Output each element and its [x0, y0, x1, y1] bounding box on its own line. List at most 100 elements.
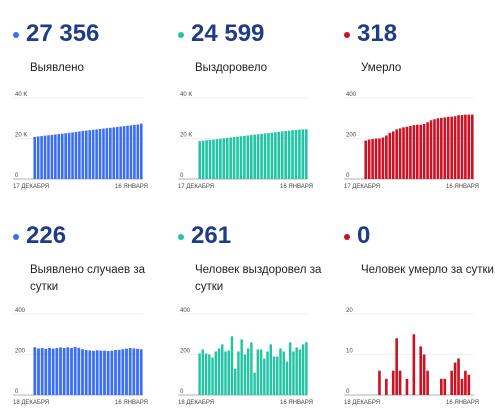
y-tick-label: 400 [180, 308, 191, 314]
bar [217, 348, 221, 395]
bar [256, 134, 260, 179]
bar [412, 334, 416, 395]
bar [371, 139, 374, 179]
bar [457, 115, 460, 179]
bar [419, 346, 423, 395]
bar [402, 127, 405, 179]
y-tick-label: 0 [346, 173, 350, 179]
bar [460, 378, 464, 395]
x-end-label: 16 ЯНВАРЯ [280, 184, 313, 190]
stat-label: Умерло [361, 62, 402, 74]
bar [105, 128, 109, 179]
bar [429, 120, 433, 179]
x-start-label: 18 ДЕКАБРЯ [344, 400, 380, 406]
bar [304, 129, 308, 179]
bar [391, 131, 395, 179]
bar [74, 131, 78, 179]
bar [50, 134, 54, 179]
bar-chart: 0 20 K 40 K 17 ДЕКАБРЯ 16 ЯНВАРЯ [178, 92, 313, 190]
bar [84, 350, 88, 395]
bar [233, 368, 237, 395]
x-end-label: 16 ЯНВАРЯ [115, 184, 148, 190]
x-end-label: 16 ЯНВАРЯ [446, 184, 479, 190]
bar [77, 347, 81, 395]
y-tick-label: 40 K [15, 92, 27, 98]
bar [256, 349, 260, 395]
bar [415, 124, 419, 179]
bar [133, 124, 136, 179]
x-start-label: 18 ДЕКАБРЯ [13, 400, 49, 406]
y-tick-label: 20 K [15, 133, 27, 139]
bar [219, 138, 222, 179]
bar [246, 348, 250, 395]
bar [139, 349, 143, 395]
stat-value: 261 [191, 222, 232, 249]
bar [198, 141, 202, 179]
bar [95, 129, 98, 179]
bar [426, 370, 429, 395]
bar [422, 123, 426, 179]
bar [84, 130, 88, 179]
bar [110, 350, 114, 395]
x-start-label: 18 ДЕКАБРЯ [178, 400, 214, 406]
bar [40, 136, 43, 179]
bar [464, 370, 467, 395]
bar [126, 125, 129, 179]
legend-dot-icon [13, 32, 19, 38]
bar [284, 131, 287, 179]
bar [292, 351, 295, 395]
bar [136, 348, 139, 395]
bar [470, 114, 474, 179]
y-tick-label: 0 [15, 389, 19, 395]
bar [224, 351, 227, 395]
bar [457, 358, 460, 395]
bar [198, 353, 201, 395]
bar [115, 126, 119, 179]
bar [64, 133, 67, 179]
bar [201, 140, 205, 179]
bar [295, 347, 298, 395]
bar [277, 131, 281, 179]
bar [214, 351, 218, 395]
bar [37, 348, 40, 395]
bar [467, 114, 471, 179]
bar [270, 132, 274, 179]
bar [274, 132, 277, 179]
bar [204, 353, 208, 395]
bar [395, 338, 398, 395]
bar [253, 134, 257, 179]
bar [433, 119, 436, 179]
bar [211, 357, 214, 395]
x-end-label: 16 ЯНВАРЯ [446, 400, 479, 406]
legend-dot-icon [13, 234, 19, 240]
bar [222, 138, 226, 179]
bar [440, 117, 443, 179]
bar-chart: 0 200 400 17 ДЕКАБРЯ 16 ЯНВАРЯ [344, 92, 479, 190]
bar [280, 131, 284, 179]
bar [298, 349, 302, 395]
bar [128, 348, 132, 395]
y-tick-label: 40 K [180, 92, 192, 98]
x-end-label: 16 ЯНВАРЯ [280, 400, 313, 406]
bar [243, 135, 246, 179]
bar [291, 130, 294, 179]
bar [436, 118, 440, 179]
bar [232, 137, 236, 179]
bar [464, 114, 467, 179]
bar [398, 128, 402, 179]
bar [276, 356, 279, 395]
bar [229, 137, 232, 179]
bar [36, 136, 40, 179]
stat-label: Выздоровело [195, 62, 268, 74]
bar [114, 350, 117, 395]
bar [405, 378, 409, 395]
bar [398, 370, 402, 395]
stat-value: 27 356 [26, 20, 100, 47]
bar [236, 136, 239, 179]
bar [95, 350, 99, 395]
bar [43, 135, 47, 179]
bar [55, 348, 59, 395]
bar [98, 128, 102, 179]
bar [443, 378, 447, 395]
bar [78, 131, 81, 179]
